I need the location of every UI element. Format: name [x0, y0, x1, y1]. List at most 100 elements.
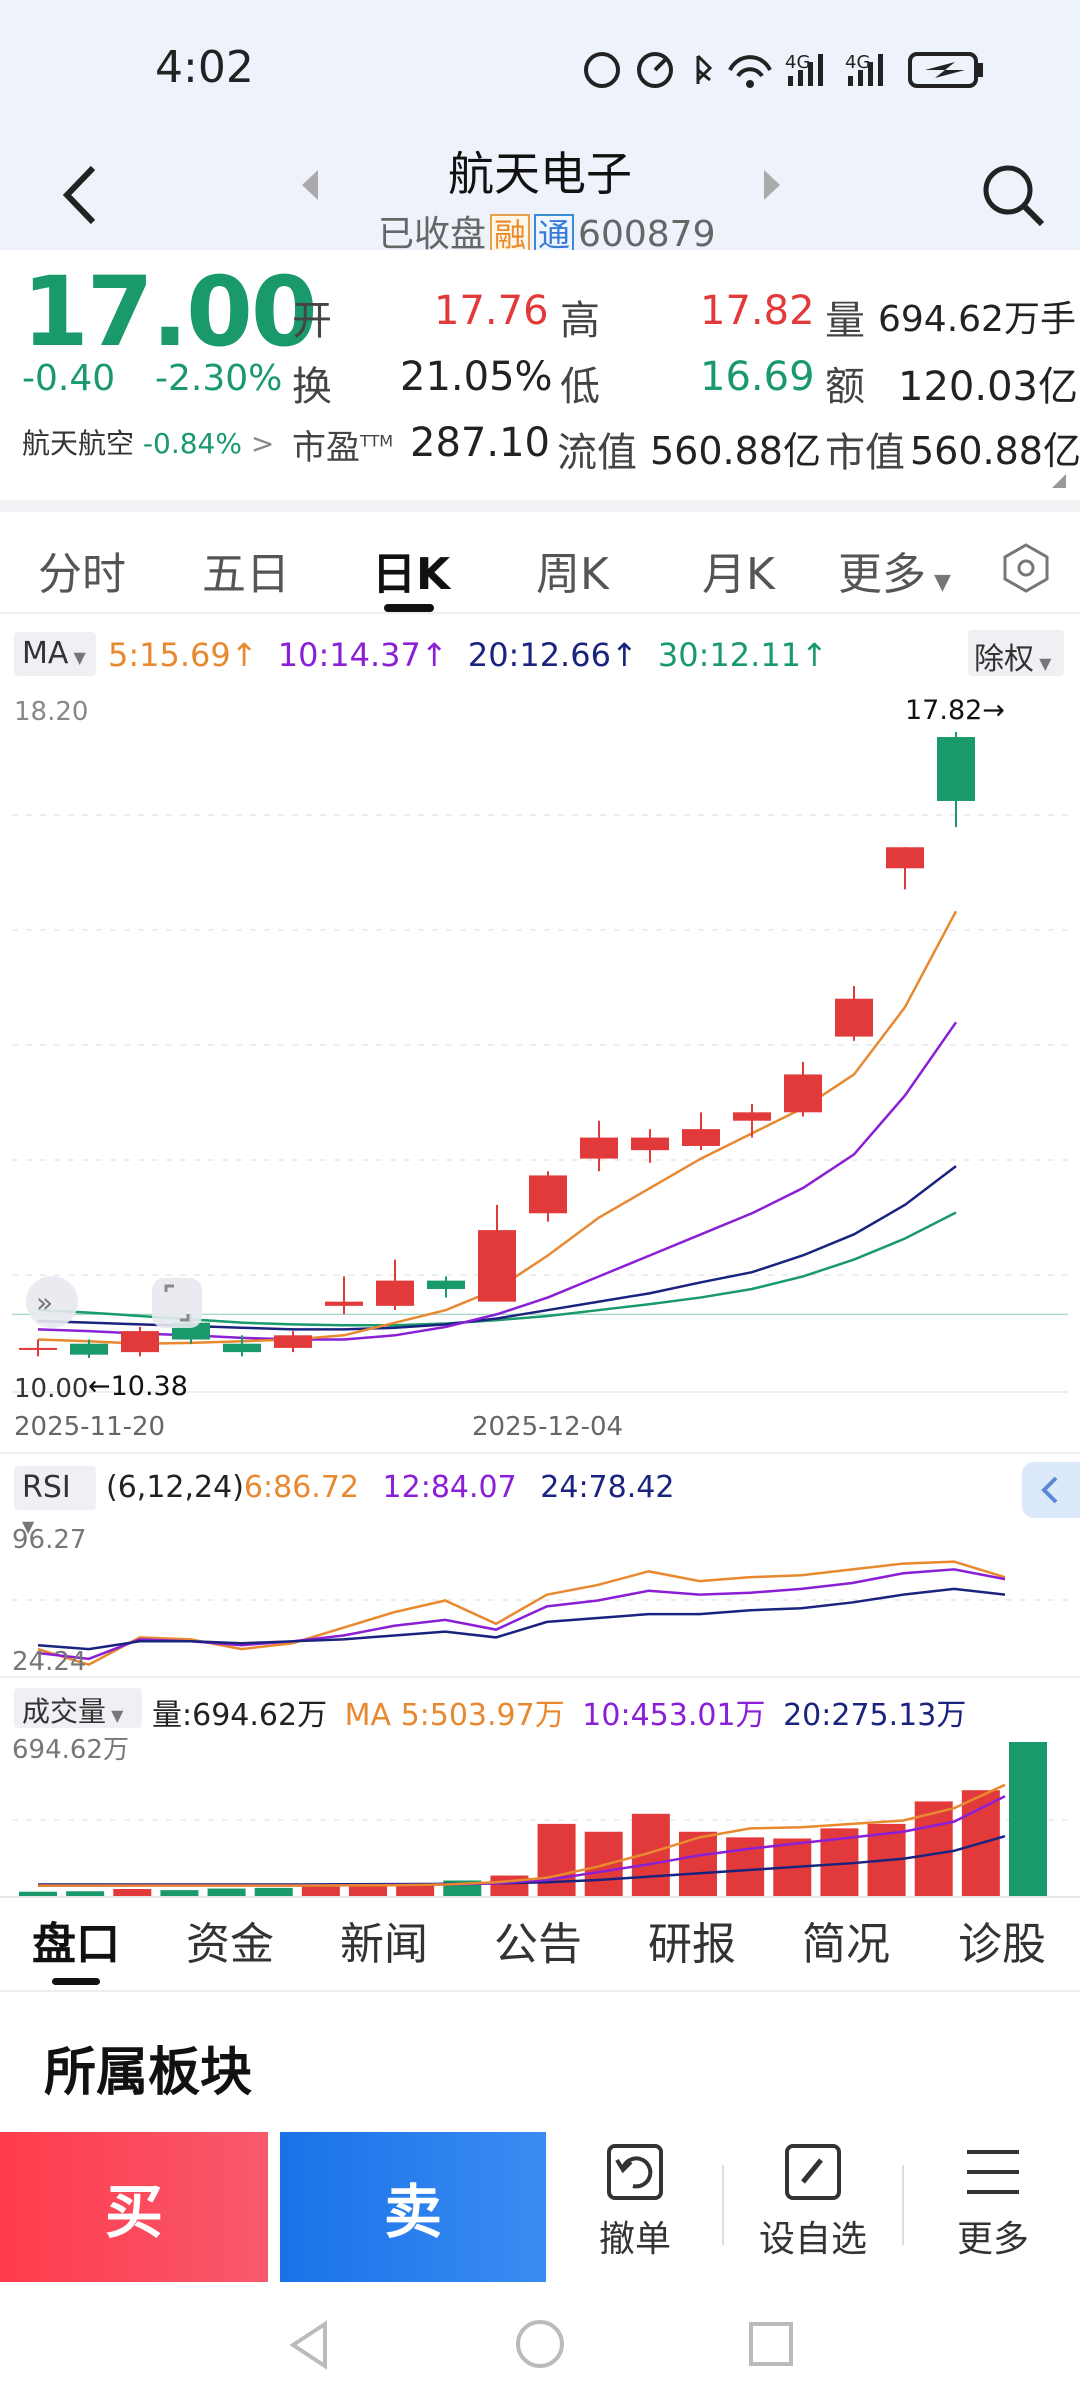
action-divider — [902, 2165, 904, 2245]
rsi6-value: 6:86.72 — [243, 1470, 359, 1505]
nav-back-icon[interactable] — [285, 2318, 335, 2372]
settings-hex-icon[interactable] — [1000, 542, 1052, 594]
info-tabs-divider — [0, 1896, 1080, 1898]
rsi-selector[interactable]: RSI ▼ — [14, 1466, 96, 1536]
rsi-chart[interactable]: 96.27 24.24 — [0, 1520, 1080, 1680]
nav-recents-icon[interactable] — [745, 2318, 797, 2370]
tab-research[interactable]: 研报 — [648, 1919, 736, 1970]
expand-left-button[interactable] — [26, 1276, 78, 1328]
double-chevron-icon: » — [36, 1286, 53, 1319]
tab-five-day[interactable]: 五日 — [202, 549, 290, 600]
system-nav-bar — [0, 2290, 1080, 2400]
kline-candles — [19, 731, 975, 1359]
tab-more[interactable]: 更多 ▼ — [838, 549, 951, 600]
candle-body — [682, 1129, 720, 1146]
candle-body — [835, 998, 873, 1037]
tab-profile[interactable]: 简况 — [802, 1919, 890, 1970]
kline-date-left: 2025-11-20 — [14, 1412, 165, 1442]
candle-body — [274, 1335, 312, 1348]
sell-button[interactable]: 卖 — [280, 2132, 546, 2282]
status-icons-svg: 4G 4G — [584, 52, 983, 88]
float-cap-label: 流值 — [557, 430, 637, 476]
fullscreen-icon — [164, 1284, 190, 1322]
rsi-line — [37, 1587, 1006, 1651]
rsi-params: (6,12,24) — [106, 1470, 244, 1505]
stock-subtitle: 已收盘融通 600879 — [378, 205, 718, 256]
candle-body — [580, 1137, 618, 1159]
side-panel-toggle[interactable] — [1022, 1462, 1080, 1518]
candle-body — [631, 1137, 669, 1151]
open-value: 17.76 — [434, 288, 549, 334]
candle-body — [784, 1074, 822, 1113]
tab-order-book[interactable]: 盘口 — [32, 1919, 120, 1970]
info-tab-indicator — [52, 1978, 100, 1985]
tab-weekly-k[interactable]: 周K — [536, 549, 609, 600]
last-price: 17.00 — [22, 256, 318, 368]
volume-bar — [254, 1887, 293, 1898]
status-bar: 4:02 4G 4G — [0, 0, 1080, 130]
cancel-order-button[interactable]: 撤单 — [550, 2140, 720, 2280]
candle-body — [325, 1301, 363, 1306]
tab-news[interactable]: 新闻 — [340, 1919, 428, 1970]
kline-chart[interactable]: 18.20 10.00 17.82→ ←10.38 2025-11-20 202… — [0, 690, 1080, 1450]
candle-body — [529, 1175, 567, 1214]
status-time: 4:02 — [155, 42, 254, 93]
add-watchlist-button[interactable]: 设自选 — [728, 2140, 898, 2280]
vol-divider — [0, 1676, 1080, 1678]
market-cap-value: 560.88亿 — [910, 429, 1080, 473]
tab-timeshare[interactable]: 分时 — [38, 549, 126, 600]
kline-date-mid: 2025-12-04 — [472, 1412, 623, 1442]
search-button[interactable] — [978, 160, 1048, 234]
back-button[interactable] — [55, 160, 105, 230]
buy-button[interactable]: 买 — [0, 2132, 268, 2282]
volume-chart[interactable]: 694.62万 — [0, 1732, 1080, 1898]
candle-body — [937, 737, 975, 801]
more-actions-button[interactable]: 更多 — [908, 2140, 1078, 2280]
adjust-selector[interactable]: 除权 ▼ — [968, 630, 1064, 677]
svg-text:4G: 4G — [845, 52, 870, 73]
next-arrow-icon — [764, 170, 780, 200]
section-title: 所属板块 — [44, 2043, 253, 2103]
ma-values: 5:15.69↑ 10:14.37↑ 20:12.66↑ 30:12.11↑ — [108, 636, 828, 674]
related-sector-pct: -0.84% — [142, 427, 242, 460]
rsi-ymin-label: 24.24 — [12, 1647, 86, 1677]
vol-ma5: MA 5:503.97万 — [344, 1698, 565, 1733]
stock-code: 600879 — [578, 214, 716, 255]
svg-text:4G: 4G — [785, 52, 810, 73]
edit-icon — [785, 2144, 841, 2200]
expand-corner-icon[interactable] — [1050, 472, 1068, 490]
cancel-order-label: 撤单 — [598, 2219, 671, 2260]
candle-body — [733, 1112, 771, 1121]
turnover-value: 21.05% — [400, 354, 553, 400]
fullscreen-button[interactable] — [152, 1278, 202, 1328]
undo-icon — [607, 2144, 663, 2200]
ma20-value: 20:12.66↑ — [467, 636, 638, 674]
tab-funds[interactable]: 资金 — [186, 1919, 274, 1970]
rsi-values: (6,12,24)6:86.72 12:84.07 24:78.42 — [106, 1470, 674, 1505]
next-stock-button[interactable] — [760, 168, 784, 206]
volume-bar — [914, 1801, 953, 1898]
ma-selector[interactable]: MA ▼ — [14, 632, 96, 676]
stock-name: 航天电子 — [448, 147, 632, 201]
tab-monthly-k[interactable]: 月K — [702, 549, 775, 600]
related-sector-link[interactable]: 航天航空 -0.84% > — [22, 422, 274, 462]
connect-badge: 通 — [534, 214, 575, 256]
tab-announcements[interactable]: 公告 — [494, 1919, 582, 1970]
pe-label: 市盈TTM — [292, 428, 394, 468]
volume-bar — [301, 1885, 340, 1898]
kline-ymax-label: 18.20 — [14, 697, 88, 727]
prev-stock-button[interactable] — [298, 168, 322, 206]
price-change: -0.40 — [22, 358, 116, 399]
ma30-value: 30:12.11↑ — [657, 636, 828, 674]
vol-ma5-line — [38, 1783, 1006, 1887]
tab-diagnosis[interactable]: 诊股 — [958, 1919, 1046, 1970]
caret-down-icon: ▼ — [934, 570, 951, 595]
nav-home-icon[interactable] — [512, 2316, 568, 2372]
tab-daily-k[interactable]: 日K — [372, 549, 451, 600]
add-watchlist-label: 设自选 — [758, 2219, 867, 2260]
rsi-line — [37, 1568, 1006, 1661]
search-icon — [983, 165, 1045, 227]
rsi-divider — [0, 1452, 1080, 1454]
candle-body — [376, 1280, 414, 1306]
volume-selector[interactable]: 成交量 ▼ — [14, 1688, 142, 1728]
